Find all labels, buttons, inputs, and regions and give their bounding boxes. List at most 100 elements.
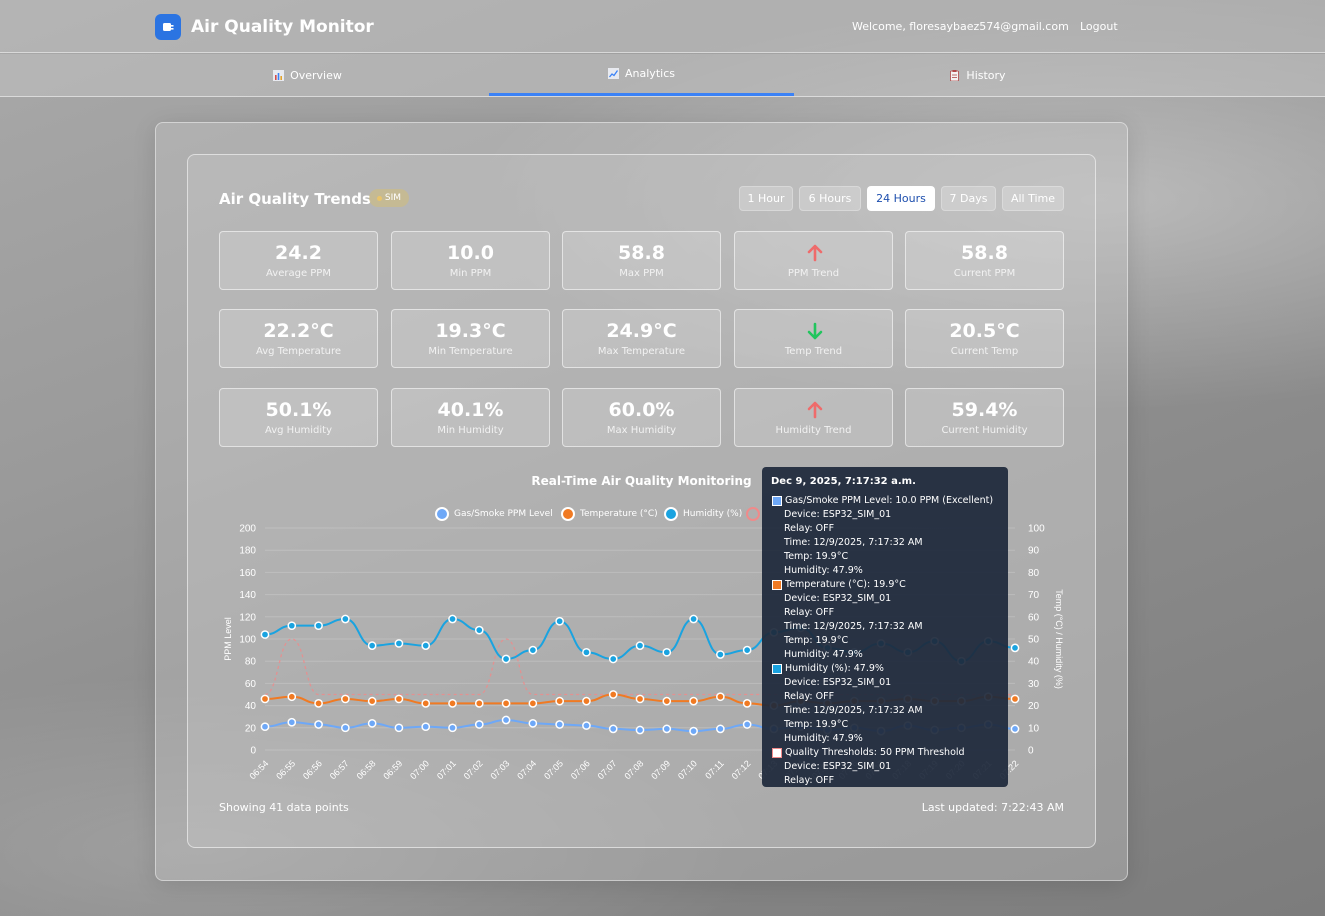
bar-chart-icon: [273, 69, 285, 81]
stat-current-humidity: 59.4% Current Humidity: [905, 388, 1064, 447]
chart-title: Real-Time Air Quality Monitoring: [531, 474, 752, 488]
tooltip-line: Device: ESP32_SIM_01: [784, 509, 892, 520]
x-tick-label: 07:00: [408, 758, 431, 781]
range-7-days-button[interactable]: 7 Days: [941, 186, 996, 211]
range-24-hours-button[interactable]: 24 Hours: [867, 186, 935, 211]
x-tick-label: 07:08: [622, 758, 645, 781]
range-1-hour-button[interactable]: 1 Hour: [739, 186, 793, 211]
stat-label: Min PPM: [449, 268, 492, 279]
y-tick-right: 40: [1028, 657, 1040, 668]
data-point: [314, 699, 323, 708]
data-point: [608, 724, 618, 734]
logout-button[interactable]: Logout: [1080, 20, 1118, 33]
stat-max-temperature: 24.9°C Max Temperature: [562, 309, 721, 368]
stat-value: 50.1%: [265, 399, 332, 421]
arrow-up-icon: [807, 401, 823, 419]
legend-label: Gas/Smoke PPM Level: [454, 509, 553, 519]
x-tick-label: 06:58: [355, 758, 378, 781]
stat-label: Max Temperature: [597, 346, 686, 357]
stat-label: Min Humidity: [437, 425, 504, 436]
stat-value: 24.2: [275, 242, 322, 264]
arrow-down-icon: [807, 322, 823, 340]
tooltip-line: Temp: 19.9°C: [784, 635, 849, 646]
tooltip-section-label: Quality Thresholds: 50 PPM Threshold: [785, 747, 965, 758]
legend-item-temperature[interactable]: Temperature (°C): [561, 507, 658, 521]
tooltip-section-label: Gas/Smoke PPM Level: 10.0 PPM (Excellent…: [785, 495, 994, 506]
stat-avg-temperature: 22.2°C Avg Temperature: [219, 309, 378, 368]
tab-analytics[interactable]: Analytics: [489, 54, 794, 96]
data-point: [448, 614, 457, 624]
stat-label: Current Humidity: [941, 425, 1028, 436]
y-tick-right: 90: [1028, 546, 1040, 557]
tooltip-swatch: [772, 663, 782, 674]
tooltip-line: Device: ESP32_SIM_01: [784, 593, 892, 604]
legend-item-humidity[interactable]: Humidity (%): [664, 507, 742, 521]
legend-item-threshold[interactable]: [746, 507, 760, 521]
stat-max-humidity: 60.0% Max Humidity: [562, 388, 721, 447]
stat-label: Current PPM: [953, 268, 1016, 279]
data-point: [662, 647, 672, 657]
tooltip-title: Dec 9, 2025, 7:17:32 a.m.: [771, 476, 916, 487]
data-point: [582, 647, 591, 657]
stat-max-ppm: 58.8 Max PPM: [562, 231, 721, 290]
stat-value: 60.0%: [608, 399, 675, 421]
tab-overview[interactable]: Overview: [180, 54, 435, 96]
data-point: [448, 723, 457, 733]
data-point: [501, 699, 511, 708]
stat-value: 22.2°C: [263, 320, 334, 342]
legend-swatch: [435, 507, 449, 521]
data-point: [367, 719, 377, 728]
tooltip-swatch: [772, 747, 782, 758]
data-point: [367, 641, 377, 651]
data-point: [394, 639, 404, 648]
tooltip-line: Relay: OFF: [784, 607, 835, 618]
legend-label: Temperature (°C): [580, 509, 658, 519]
stat-label: Max Humidity: [606, 425, 677, 436]
stat-current-ppm: 58.8 Current PPM: [905, 231, 1064, 290]
data-point: [689, 614, 698, 624]
data-point: [341, 723, 350, 733]
brand[interactable]: Air Quality Monitor: [155, 14, 374, 40]
data-point: [608, 654, 618, 664]
tooltip-section-head: Gas/Smoke PPM Level: 10.0 PPM (Excellent…: [772, 495, 993, 506]
data-point: [635, 694, 645, 704]
data-point: [341, 694, 350, 704]
data-point: [314, 720, 323, 729]
clipboard-icon: [950, 69, 960, 81]
stat-label: Avg Humidity: [264, 425, 333, 436]
chart-tooltip: Dec 9, 2025, 7:17:32 a.m. Gas/Smoke PPM …: [762, 467, 1008, 787]
tooltip-line: Time: 12/9/2025, 7:17:32 AM: [784, 621, 923, 632]
data-point: [689, 726, 698, 736]
stat-current-temp: 20.5°C Current Temp: [905, 309, 1064, 368]
tab-label: Overview: [290, 68, 342, 82]
data-point: [501, 715, 511, 725]
tab-history[interactable]: History: [850, 54, 1105, 96]
stat-label: PPM Trend: [787, 268, 840, 279]
data-point: [555, 696, 564, 706]
stat-value: 24.9°C: [606, 320, 677, 342]
data-point: [689, 696, 698, 706]
y-axis-right-label: Temp (°C) / Humidity (%): [1054, 589, 1064, 689]
tooltip-section-head: Quality Thresholds: 50 PPM Threshold: [772, 747, 965, 758]
x-tick-label: 07:10: [676, 758, 699, 781]
stat-value: 58.8: [618, 242, 665, 264]
data-point: [716, 650, 725, 659]
range-6-hours-button[interactable]: 6 Hours: [799, 186, 861, 211]
stat-label: Humidity Trend: [775, 425, 852, 436]
data-point: [582, 721, 591, 730]
data-point: [421, 699, 431, 708]
data-point: [474, 699, 484, 708]
data-points-count: Showing 41 data points: [219, 801, 349, 814]
range-all-time-button[interactable]: All Time: [1002, 186, 1064, 211]
data-point: [367, 696, 377, 706]
last-updated: Last updated: 7:22:43 AM: [921, 801, 1064, 814]
data-point: [635, 641, 645, 651]
tooltip-line: Humidity: 47.9%: [784, 733, 863, 744]
y-tick-left: 180: [239, 546, 256, 557]
top-bar: Air Quality Monitor Welcome, floresaybae…: [0, 0, 1325, 53]
legend-item-ppm[interactable]: Gas/Smoke PPM Level: [435, 507, 553, 521]
y-tick-left: 200: [239, 524, 256, 535]
y-tick-right: 100: [1028, 524, 1045, 535]
x-tick-label: 07:03: [488, 758, 511, 781]
tab-label: Analytics: [625, 67, 675, 80]
